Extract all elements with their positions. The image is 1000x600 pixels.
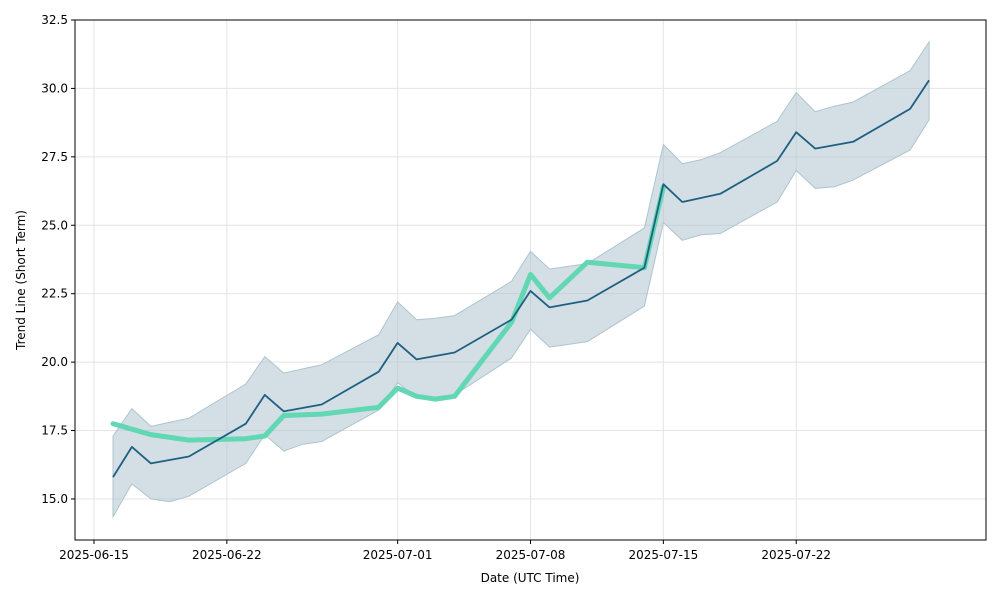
y-tick-label: 32.5 bbox=[41, 13, 68, 27]
confidence-band bbox=[112, 40, 930, 519]
y-axis-title: Trend Line (Short Term) bbox=[14, 210, 28, 351]
y-tick-label: 30.0 bbox=[41, 81, 68, 95]
y-tick-label: 27.5 bbox=[41, 150, 68, 164]
trend-line-layer bbox=[112, 79, 930, 478]
x-tick-label: 2025-06-22 bbox=[192, 548, 262, 562]
x-tick-label: 2025-07-22 bbox=[761, 548, 831, 562]
y-tick-label: 22.5 bbox=[41, 287, 68, 301]
y-tick-label: 20.0 bbox=[41, 355, 68, 369]
x-tick-label: 2025-07-15 bbox=[628, 548, 698, 562]
ticks: 2025-06-15 2025-06-22 2025-07-01 2025-07-08… bbox=[41, 13, 831, 562]
confidence-band-layer bbox=[112, 40, 930, 519]
x-tick-label: 2025-07-08 bbox=[496, 548, 566, 562]
x-axis-title: Date (UTC Time) bbox=[481, 571, 580, 585]
y-tick-label: 15.0 bbox=[41, 492, 68, 506]
highlighted-segment-line bbox=[110, 184, 666, 443]
x-tick-label: 2025-06-15 bbox=[59, 548, 129, 562]
x-tick-label: 2025-07-01 bbox=[363, 548, 433, 562]
y-tick-label: 17.5 bbox=[41, 424, 68, 438]
y-tick-label: 25.0 bbox=[41, 218, 68, 232]
highlighted-segment-layer bbox=[110, 184, 666, 443]
trend-line bbox=[112, 79, 930, 478]
